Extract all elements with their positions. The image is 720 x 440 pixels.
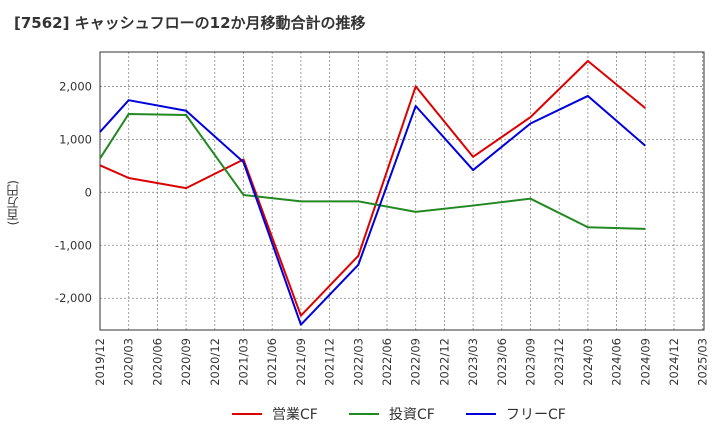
- chart-title: [7562] キャッシュフローの12か月移動合計の推移: [14, 14, 366, 32]
- x-tick-label: 2024/06: [610, 338, 624, 386]
- x-tick-label: 2021/09: [294, 338, 308, 386]
- x-tick-label: 2020/03: [122, 338, 136, 386]
- x-tick-label: 2020/06: [150, 338, 164, 386]
- x-tick-label: 2022/06: [380, 338, 394, 386]
- x-tick-label: 2023/06: [495, 338, 509, 386]
- x-tick-label: 2023/09: [524, 338, 538, 386]
- x-tick-label: 2021/12: [323, 338, 337, 386]
- x-tick-label: 2020/12: [208, 338, 222, 386]
- y-tick-labels: 2,000 1,000 0 -1,000 -2,000: [55, 79, 92, 305]
- x-tick-label: 2020/09: [179, 338, 193, 386]
- x-tick-label: 2022/12: [437, 338, 451, 386]
- x-tick-label: 2022/03: [351, 338, 365, 386]
- y-tick-label: 0: [85, 185, 92, 199]
- x-tick-label: 2019/12: [93, 338, 107, 386]
- series-line-フリーCF: [99, 94, 646, 326]
- x-tick-label: 2023/12: [552, 338, 566, 386]
- legend-label: 投資CF: [389, 407, 435, 423]
- x-tick-label: 2021/06: [265, 338, 279, 386]
- x-tick-label: 2021/03: [237, 338, 251, 386]
- x-tick-label: 2023/03: [466, 338, 480, 386]
- x-tick-label: 2024/03: [581, 338, 595, 386]
- y-tick-label: -1,000: [55, 238, 92, 252]
- y-tick-label: 1,000: [59, 132, 92, 146]
- x-tick-labels: 2019/12 2020/03 2020/06 2020/09 2020/12 2021/…: [93, 338, 710, 386]
- y-tick-label: 2,000: [59, 79, 92, 93]
- plot-area-border: [99, 51, 705, 331]
- y-tick-label: -2,000: [55, 291, 92, 305]
- legend-label: 営業CF: [272, 407, 318, 423]
- series-line-投資CF: [99, 112, 646, 230]
- series-lines: [99, 60, 646, 326]
- x-tick-label: 2025/03: [696, 338, 710, 386]
- x-tick-label: 2024/09: [638, 338, 652, 386]
- legend-label: フリーCF: [506, 407, 566, 423]
- series-line-営業CF: [99, 60, 646, 317]
- x-tick-label: 2022/09: [409, 338, 423, 386]
- x-tick-label: 2024/12: [667, 338, 681, 386]
- legend: 営業CF 投資CF フリーCF: [232, 407, 566, 423]
- grid-lines: [99, 52, 704, 330]
